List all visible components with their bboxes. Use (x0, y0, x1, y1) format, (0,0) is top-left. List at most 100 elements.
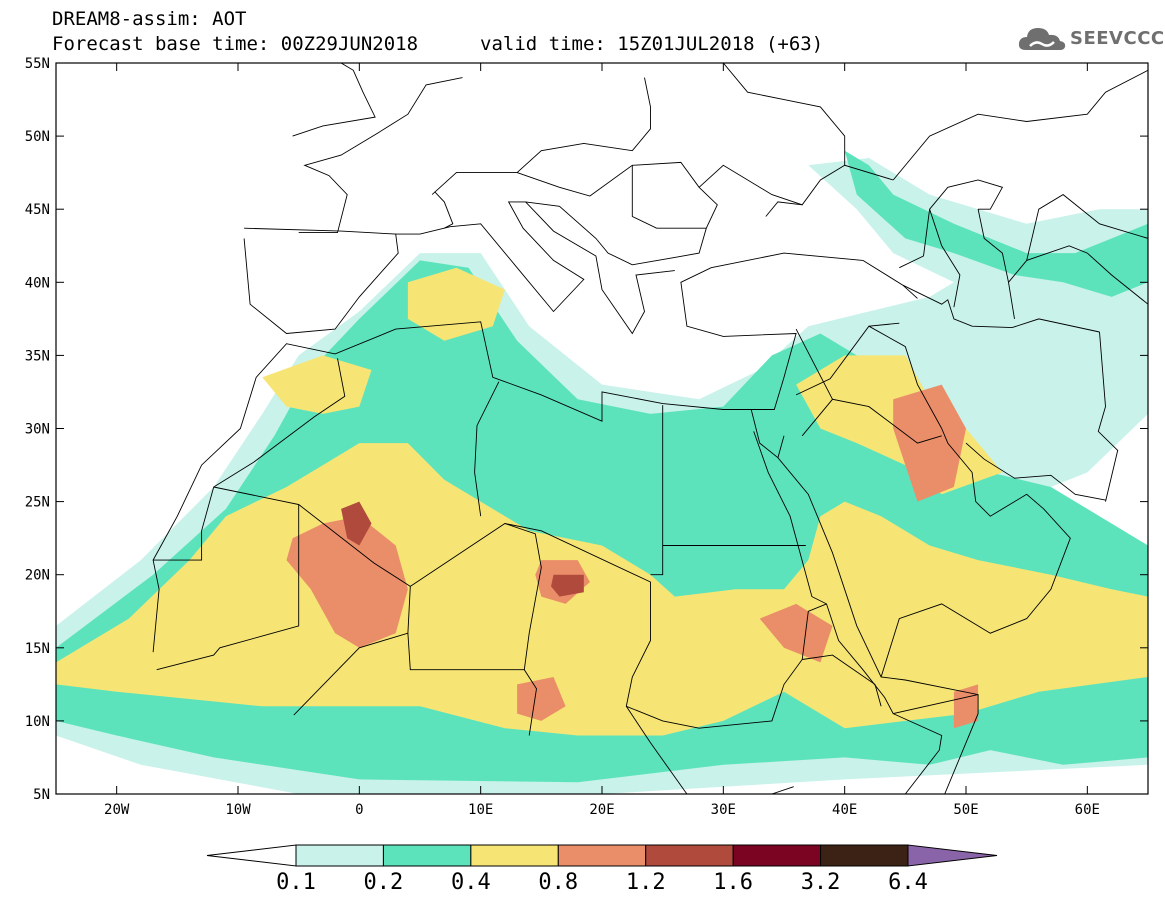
border-line-35 (434, 191, 454, 229)
lat-tick-label: 20N (25, 568, 50, 584)
colorbar-box (470, 844, 559, 867)
lon-tick-label: 20E (589, 802, 614, 818)
border-line-37 (516, 161, 718, 266)
forecast-base-time: Forecast base time: 00Z29JUN2018 (52, 33, 419, 55)
aot-region-8 (286, 516, 408, 648)
border-line-38 (631, 165, 707, 229)
border-line-28 (965, 442, 1106, 501)
border-line-33 (298, 77, 463, 234)
colorbar-box (557, 844, 647, 867)
border-line-19 (626, 603, 827, 729)
border-line-44 (1026, 194, 1148, 261)
border-line-20 (802, 654, 882, 707)
colorbar-label: 0.8 (538, 870, 579, 895)
colorbar-label: 6.4 (888, 870, 928, 895)
aot-region-7 (262, 355, 372, 414)
colorbar (206, 844, 998, 867)
border-line-7 (153, 461, 255, 561)
border-line-13 (504, 523, 542, 670)
border-line-31 (977, 209, 1015, 319)
border-line-18 (650, 742, 794, 794)
border-line-23 (795, 322, 900, 396)
border-line-40 (765, 201, 803, 217)
lat-tick-label: 45N (25, 202, 50, 218)
colorbar-label: 0.2 (363, 870, 404, 895)
lat-tick-label: 30N (25, 422, 50, 438)
aot-region-13 (953, 684, 979, 729)
lat-tick-label: 10N (25, 714, 50, 730)
lon-tick-label: 40E (832, 802, 857, 818)
border-line-14 (407, 633, 537, 736)
country-borders (152, 63, 1148, 794)
border-line-12 (474, 381, 500, 517)
colorbar-label: 1.2 (625, 870, 666, 895)
border-line-5 (243, 227, 399, 334)
border-line-22 (801, 398, 942, 444)
border-line-34 (292, 63, 376, 137)
colorbar-over-arrow (907, 844, 998, 867)
border-line-11 (410, 523, 651, 744)
border-line-24 (795, 328, 833, 400)
colorbar-box (732, 844, 822, 867)
colorbar-box (820, 844, 909, 867)
lat-tick-label: 35N (25, 348, 50, 364)
border-line-9 (293, 504, 411, 716)
border-line-4 (753, 431, 979, 715)
border-line-8 (156, 486, 300, 671)
border-line-30 (929, 209, 961, 308)
lon-tick-label: 30E (711, 802, 736, 818)
lat-tick-label: 25N (25, 495, 50, 511)
lat-tick-label: 50N (25, 129, 50, 145)
border-line-21 (893, 713, 943, 794)
border-line-36 (431, 77, 651, 195)
lat-tick-label: 5N (33, 787, 50, 803)
valid-time: valid time: 15Z01JUL2018 (+63) (480, 33, 824, 55)
lat-tick-label: 15N (25, 641, 50, 657)
aot-region-3 (844, 150, 1148, 297)
aot-field (56, 150, 1148, 794)
axis-ticks: 55N 50N 45N 40N 35N 30N 25N 20N 15N 10N 5N 20W 10W 0 1… (25, 56, 1148, 818)
cloud-icon (1018, 28, 1066, 50)
aot-region-10 (517, 677, 566, 721)
border-line-42 (892, 69, 1148, 181)
border-line-43 (899, 209, 931, 269)
border-line-17 (650, 545, 664, 576)
border-line-6 (395, 201, 675, 335)
lon-tick-label: 0 (355, 802, 363, 818)
border-line-25 (868, 325, 943, 429)
border-line-2 (777, 435, 785, 458)
border-line-32 (929, 179, 1004, 210)
border-line-10 (253, 358, 346, 463)
seevccc-logo: SEEVCCC (1016, 22, 1164, 56)
border-line-26 (902, 284, 1100, 333)
aot-region-12 (759, 603, 833, 663)
colorbar-under-arrow (206, 844, 297, 867)
aot-region-4 (56, 443, 1148, 736)
colorbar-label: 3.2 (800, 870, 841, 895)
lon-tick-label: 20W (104, 802, 130, 818)
border-line-27 (1097, 331, 1119, 502)
lon-tick-label: 10W (225, 802, 251, 818)
lon-tick-label: 50E (953, 802, 978, 818)
border-line-29 (862, 260, 918, 299)
lon-tick-label: 10E (468, 802, 493, 818)
colorbar-label: 1.6 (713, 870, 754, 895)
map-title: DREAM8-assim: AOT (52, 8, 247, 30)
logo-text: SEEVCCC (1070, 28, 1165, 49)
colorbar-box (645, 844, 734, 867)
border-line-41 (722, 63, 846, 166)
colorbar-box (382, 844, 472, 867)
border-line-3 (880, 428, 1071, 678)
aot-region-15 (551, 574, 584, 597)
border-line-1 (750, 409, 979, 794)
aot-region-14 (341, 501, 372, 546)
border-line-45 (1008, 245, 1148, 305)
border-line-0 (152, 252, 863, 653)
colorbar-label: 0.4 (450, 870, 491, 895)
colorbar-box (295, 844, 384, 867)
colorbar-label: 0.1 (276, 870, 316, 895)
aot-region-11 (893, 384, 966, 502)
lat-tick-label: 55N (25, 56, 50, 72)
lat-tick-label: 40N (25, 275, 50, 291)
